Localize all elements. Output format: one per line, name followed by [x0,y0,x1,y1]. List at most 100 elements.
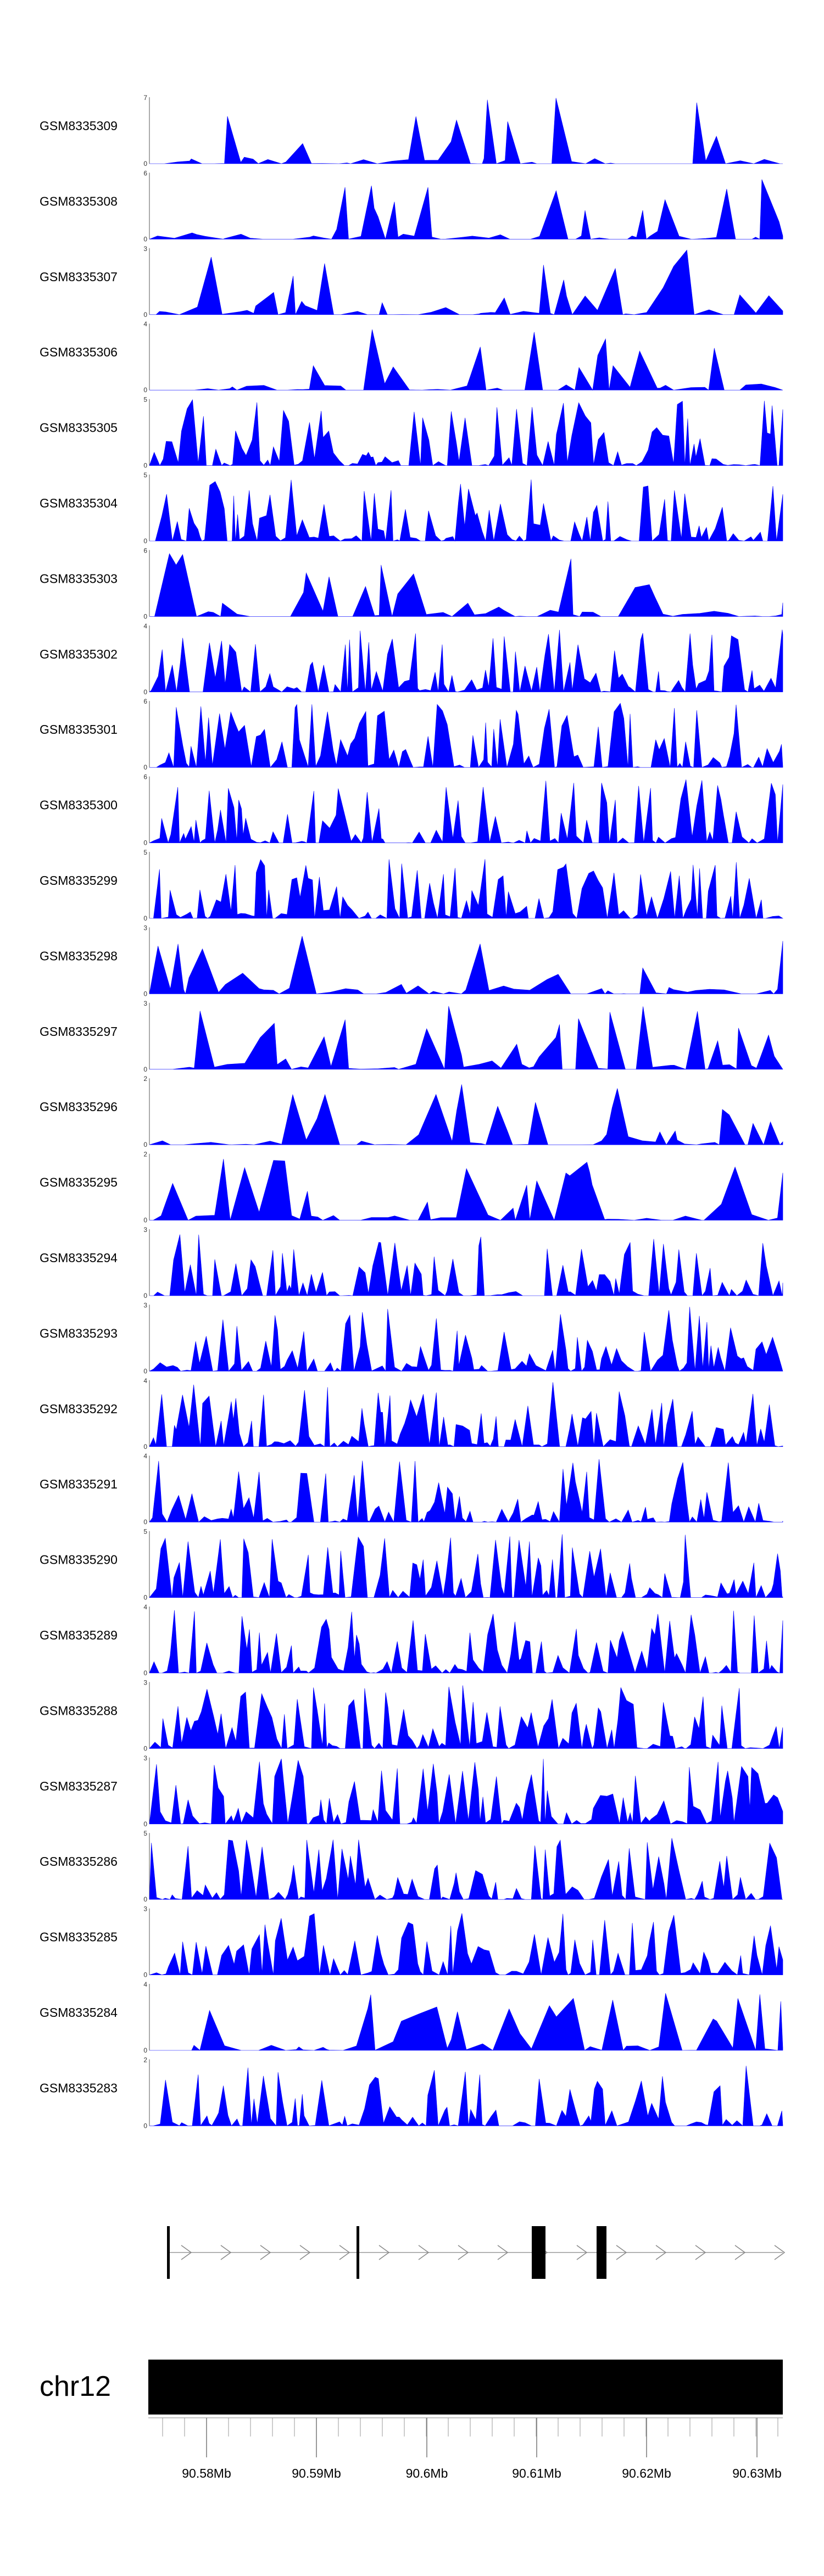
coverage-area [149,553,783,617]
coverage-area [149,1234,783,1297]
track-GSM8335291: GSM8335291 4 0 [40,1452,783,1526]
y-min-label: 0 [143,1820,147,1828]
track-label: GSM8335301 [40,722,118,737]
y-max-label: 4 [143,1452,147,1460]
y-min-label: 0 [143,1443,147,1451]
track-label: GSM8335303 [40,571,118,586]
track-label: GSM8335288 [40,1703,118,1718]
track-label: GSM8335299 [40,873,118,888]
strand-arrow [695,2245,706,2260]
coverage-area [149,179,783,240]
track-GSM8335308: GSM8335308 6 0 [40,169,783,243]
track-label: GSM8335293 [40,1326,118,1340]
coverage-area [149,1758,783,1825]
y-min-label: 0 [143,990,147,997]
strand-arrow [774,2245,786,2260]
track-label: GSM8335294 [40,1251,118,1265]
coverage-area [149,98,783,164]
track-GSM8335309: GSM8335309 7 0 [40,94,783,168]
y-max-label: 2 [143,2056,147,2064]
strand-arrow [299,2245,311,2260]
track-GSM8335290: GSM8335290 5 0 [40,1528,783,1602]
y-min-label: 0 [143,1141,147,1148]
track-GSM8335304: GSM8335304 5 0 [40,471,783,545]
y-max-label: 6 [143,773,147,781]
track-GSM8335288: GSM8335288 3 0 [40,1679,783,1752]
coverage-area [149,1006,783,1070]
genome-axis: 90.58Mb 90.59Mb 90.6Mb 90.61Mb 90.62Mb 90.63M… [148,2417,783,2480]
track-label: GSM8335290 [40,1553,118,1567]
y-min-label: 0 [143,1066,147,1073]
track-label: GSM8335283 [40,2081,118,2095]
strand-arrow [220,2245,232,2260]
coverage-area [149,1307,783,1372]
track-label: GSM8335304 [40,496,118,510]
coverage-area [149,859,784,919]
y-max-label: 3 [143,1754,147,1762]
y-min-label: 0 [143,915,147,922]
track-label: GSM8335284 [40,2005,118,2020]
track-label: GSM8335295 [40,1175,118,1190]
coverage-area [149,1382,783,1447]
y-min-label: 0 [143,1217,147,1224]
y-min-label: 0 [143,1744,147,1752]
y-min-label: 0 [143,235,147,243]
gene-model-track [167,2226,786,2279]
track-GSM8335301: GSM8335301 6 0 [40,698,783,771]
track-label: GSM8335302 [40,647,118,661]
y-min-label: 0 [143,537,147,545]
track-label: GSM8335297 [40,1024,118,1039]
track-label: GSM8335307 [40,270,118,284]
coverage-area [149,329,783,391]
y-max-label: 4 [143,1981,147,1988]
y-max-label: 5 [143,396,147,404]
track-GSM8335296: GSM8335296 2 0 [40,1075,783,1148]
strand-arrow [260,2245,271,2260]
coverage-area [149,1084,783,1146]
y-min-label: 0 [143,1518,147,1526]
y-max-label: 4 [143,1377,147,1385]
track-GSM8335289: GSM8335289 4 0 [40,1603,783,1677]
track-GSM8335284: GSM8335284 4 0 [40,1981,783,2054]
coverage-area [149,702,783,768]
y-max-label: 6 [143,547,147,554]
y-min-label: 0 [143,160,147,168]
y-max-label: 3 [143,1679,147,1686]
track-label: GSM8335306 [40,345,118,359]
coverage-area [149,1534,783,1598]
strand-arrow [734,2245,746,2260]
coverage-area [149,936,783,995]
y-min-label: 0 [143,311,147,319]
axis-tick-label: 90.59Mb [292,2466,341,2480]
y-min-label: 0 [143,688,147,696]
strand-arrow [616,2245,627,2260]
track-GSM8335283: GSM8335283 2 0 [40,2056,783,2129]
track-label: GSM8335292 [40,1402,118,1416]
track-GSM8335286: GSM8335286 5 0 [40,1830,783,1903]
track-GSM8335285: GSM8335285 3 0 [40,1905,783,1979]
y-min-label: 0 [143,612,147,620]
track-GSM8335287: GSM8335287 3 0 [40,1754,783,1828]
coverage-tracks: GSM833530970GSM833530860GSM833530730GSM8… [40,94,784,2129]
track-label: GSM8335308 [40,194,118,208]
track-label: GSM8335287 [40,1779,118,1793]
chromosome-band [148,2360,783,2415]
y-max-label: 5 [143,1830,147,1837]
exon-4 [597,2226,606,2279]
y-max-label: 4 [143,320,147,328]
coverage-area [149,249,783,315]
track-GSM8335299: GSM8335299 5 0 [40,849,784,922]
track-GSM8335300: GSM8335300 6 0 [40,773,783,847]
track-label: GSM8335298 [40,949,118,963]
y-max-label: 5 [143,1528,147,1536]
strand-arrow [497,2245,509,2260]
y-min-label: 0 [143,1971,147,1979]
track-GSM8335305: GSM8335305 5 0 [40,396,783,470]
y-max-label: 5 [143,849,147,856]
y-max-label: 3 [143,1000,147,1007]
track-label: GSM8335285 [40,1930,118,1944]
y-max-label: 4 [143,622,147,630]
strand-arrow [655,2245,667,2260]
y-max-label: 6 [143,698,147,705]
